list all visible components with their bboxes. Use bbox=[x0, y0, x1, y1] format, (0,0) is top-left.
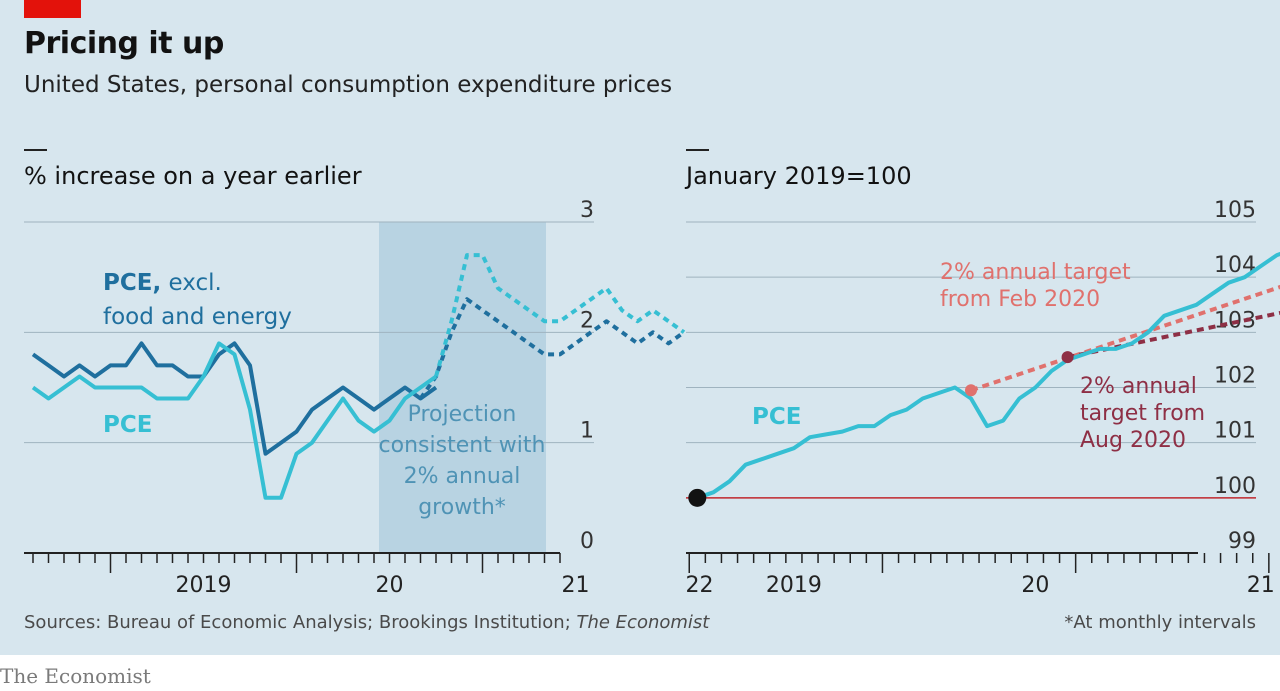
chart-subtitle: United States, personal consumption expe… bbox=[24, 72, 673, 98]
target-aug-label-line: Aug 2020 bbox=[1080, 428, 1186, 453]
right-pce-label: PCE bbox=[752, 404, 801, 430]
core-pce-label-bold: PCE, bbox=[103, 270, 161, 296]
right-pce-line bbox=[696, 251, 1280, 500]
right-x-tick-label: 2019 bbox=[766, 573, 822, 598]
projection-label-line: Projection bbox=[408, 402, 517, 427]
sources-text: Sources: Bureau of Economic Analysis; Br… bbox=[24, 612, 577, 633]
target-feb-start-marker bbox=[965, 384, 977, 397]
core-pce-projection-line bbox=[418, 297, 686, 400]
left-x-tick-label: 20 bbox=[376, 573, 404, 598]
right-axis-label: January 2019=100 bbox=[684, 162, 912, 190]
core-pce-line bbox=[31, 341, 438, 456]
left-axis-label: % increase on a year earlier bbox=[24, 162, 362, 190]
left-y-tick-label: 2 bbox=[580, 308, 594, 333]
target-feb-label-line: from Feb 2020 bbox=[940, 287, 1100, 312]
projection-label-line: growth* bbox=[418, 495, 506, 520]
brand-red-tag bbox=[24, 0, 81, 18]
target-aug-label-line: 2% annual bbox=[1080, 374, 1197, 399]
chart-panel: Pricing it up United States, personal co… bbox=[0, 0, 1280, 655]
left-x-tick-label: 2019 bbox=[176, 573, 232, 598]
right-x-tick-label: 20 bbox=[1021, 573, 1049, 598]
left-y-tick-label: 1 bbox=[580, 419, 594, 444]
projection-label-line: consistent with bbox=[379, 433, 546, 458]
target-aug-label-line: target from bbox=[1080, 401, 1205, 426]
left-y-tick-label: 0 bbox=[580, 529, 594, 554]
target-aug-start-marker bbox=[1061, 351, 1074, 364]
right-x-tick-label: 21 bbox=[1247, 573, 1275, 598]
start-point-marker bbox=[688, 488, 707, 507]
sources-italic: The Economist bbox=[576, 612, 710, 633]
right-y-tick-label: 102 bbox=[1214, 364, 1256, 389]
brand-wordmark: The Economist bbox=[0, 664, 151, 688]
pce-label: PCE bbox=[103, 412, 152, 438]
right-y-tick-label: 100 bbox=[1214, 474, 1256, 499]
left-x-tick-label: 22 bbox=[686, 573, 714, 598]
sources-note: Sources: Bureau of Economic Analysis; Br… bbox=[24, 612, 709, 633]
charts-svg: 0 1 2 3 % increase on a year earlier 2019 20 21… bbox=[24, 149, 1280, 598]
right-y-tick-label: 99 bbox=[1228, 529, 1256, 554]
target-feb-label-line: 2% annual target bbox=[940, 260, 1131, 285]
core-pce-label: PCE, excl. bbox=[103, 270, 222, 296]
target-feb-2020-line bbox=[970, 284, 1280, 393]
footnote: *At monthly intervals bbox=[1064, 612, 1256, 633]
core-pce-label-line2: food and energy bbox=[103, 304, 292, 330]
core-pce-label-rest: excl. bbox=[161, 270, 222, 296]
pce-line bbox=[31, 341, 438, 500]
left-x-tick-label: 21 bbox=[562, 573, 590, 598]
right-y-tick-label: 105 bbox=[1214, 198, 1256, 223]
chart-title: Pricing it up bbox=[24, 26, 224, 61]
pce-projection-line bbox=[434, 253, 686, 378]
projection-label-line: 2% annual bbox=[404, 464, 521, 489]
right-y-tick-label: 101 bbox=[1214, 419, 1256, 444]
left-y-tick-label: 3 bbox=[580, 198, 594, 223]
